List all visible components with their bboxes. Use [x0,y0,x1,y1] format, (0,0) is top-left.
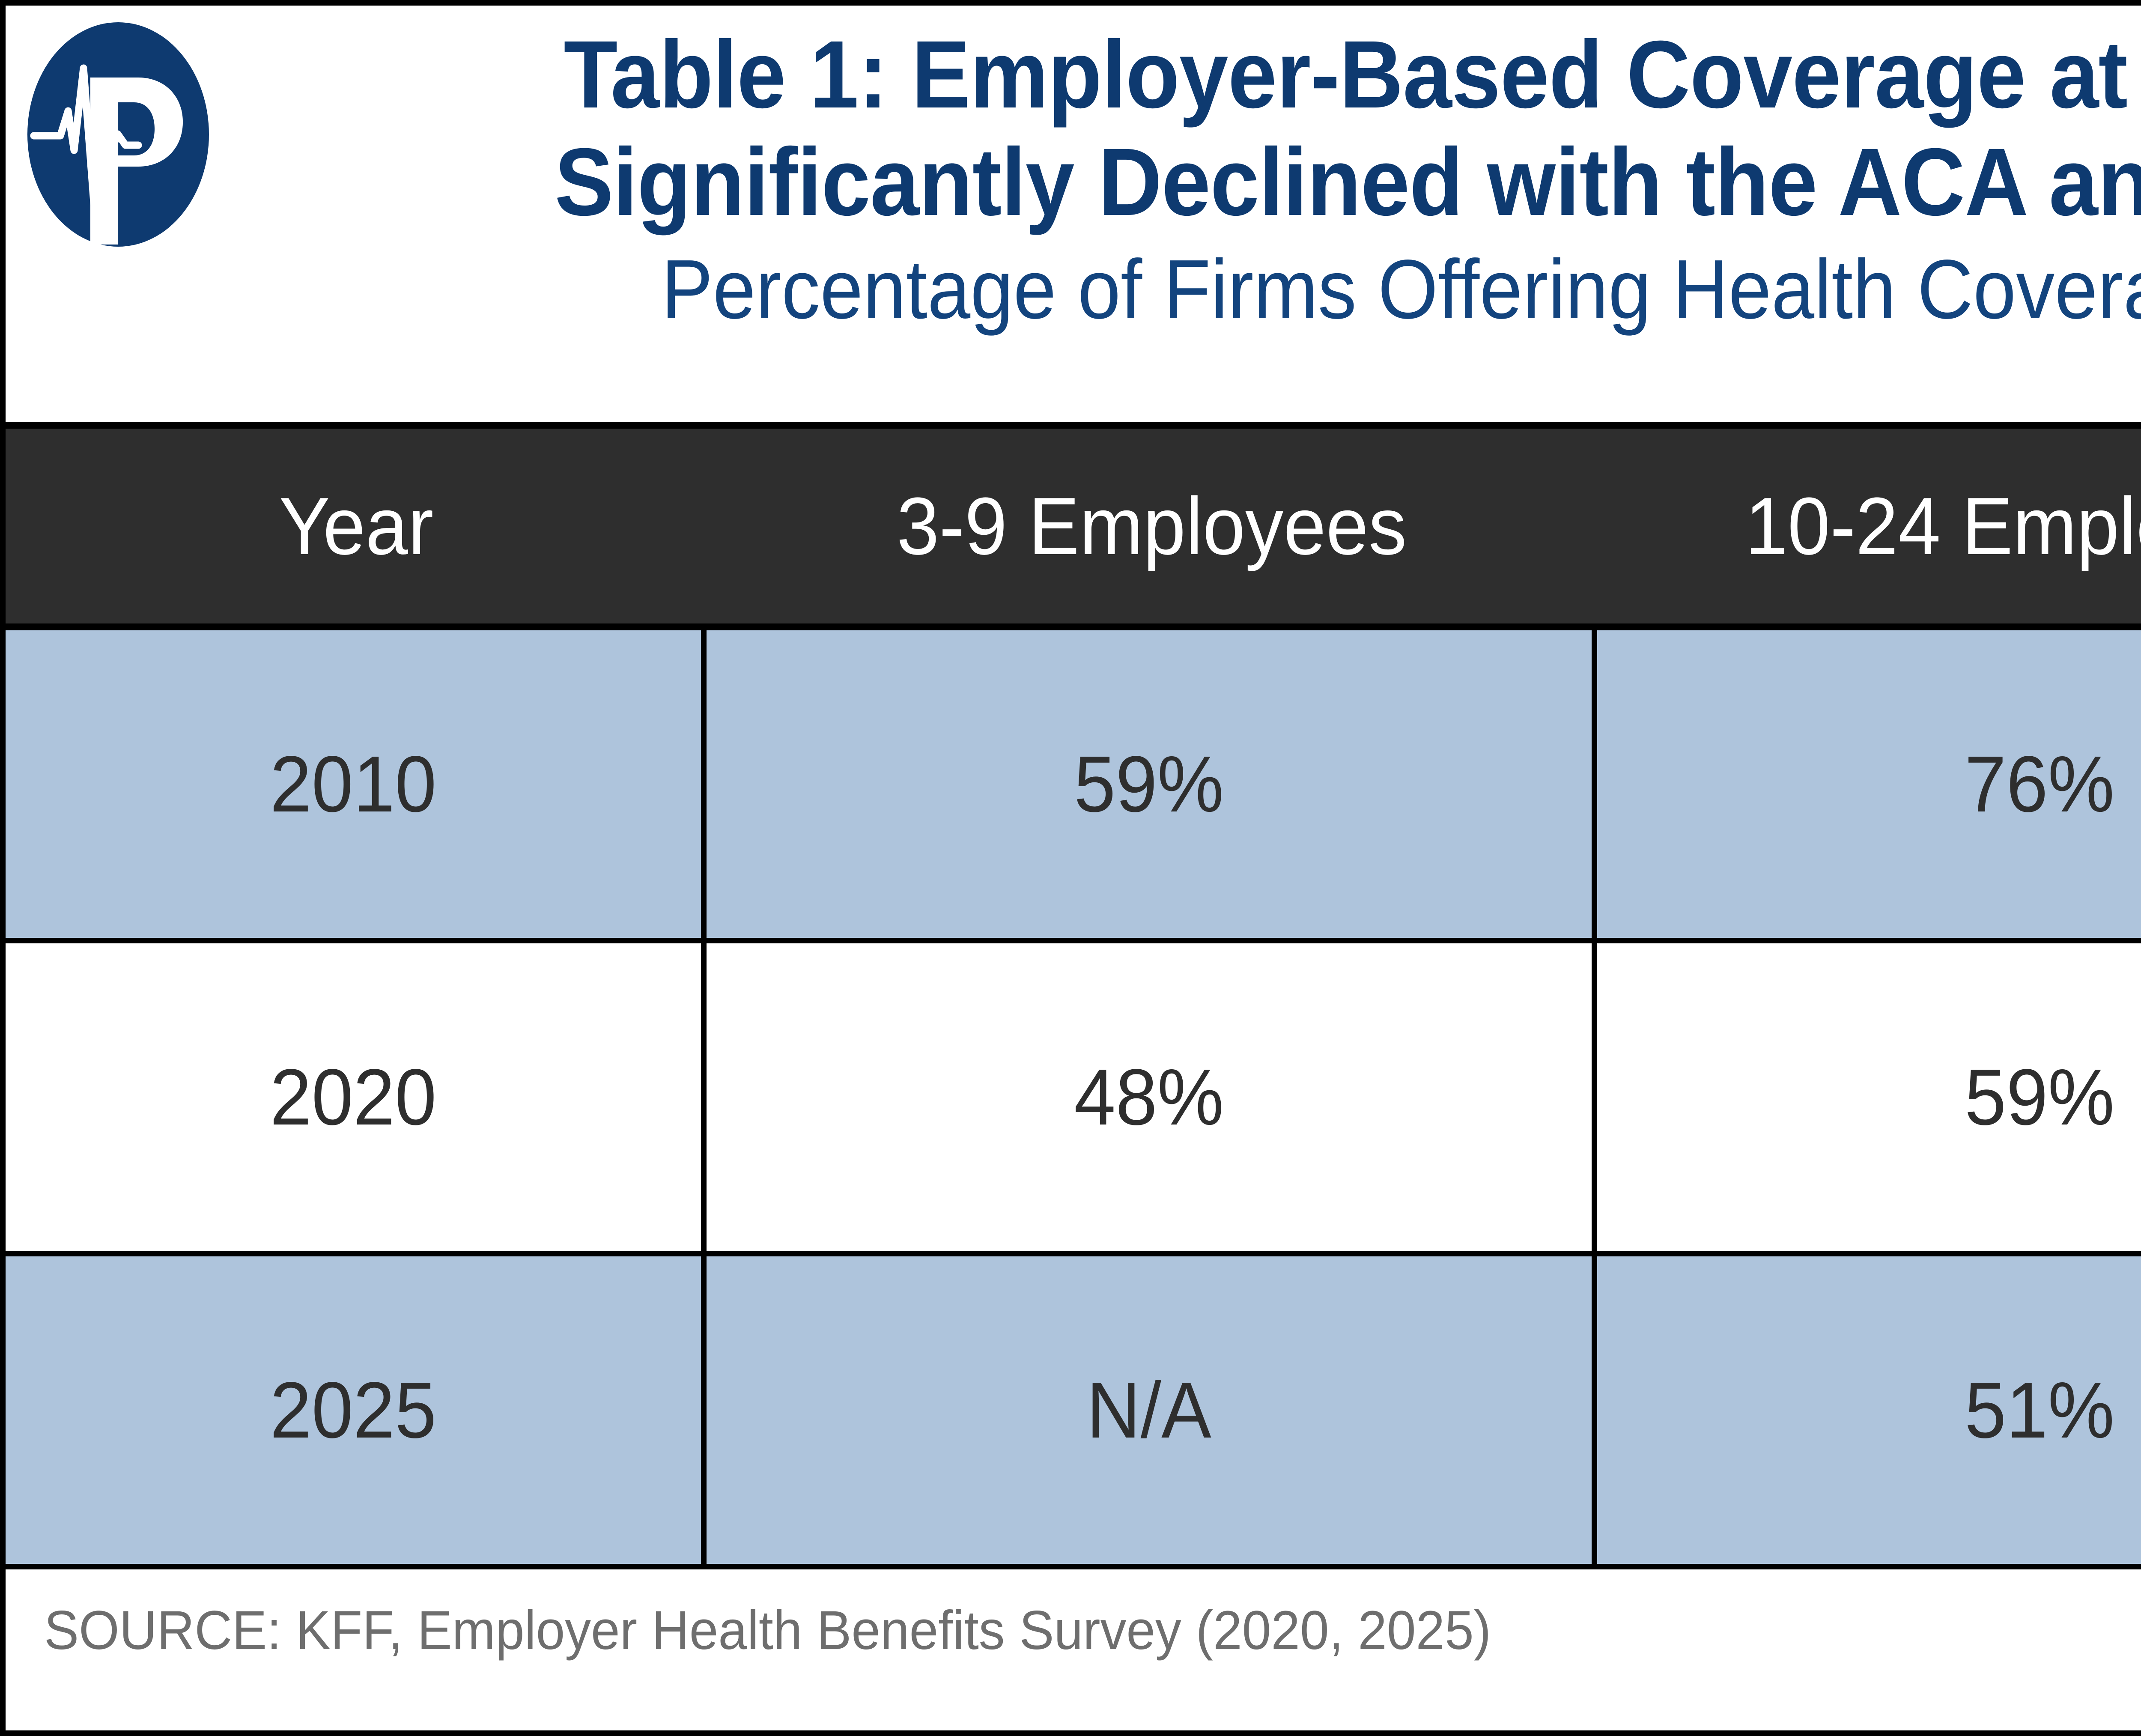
table-row: 2010 59% 76% 92% [6,630,2141,943]
column-header-year: Year [279,480,433,572]
table-header-row: Year 3-9 Employees 10-24 Employees 25-49… [6,429,2141,630]
cell-3-9-employees: 59% [707,630,1597,938]
table-row: 2025 N/A 51% 64% [6,1256,2141,1569]
source-note: SOURCE: KFF, Employer Health Benefits Su… [44,1600,1491,1661]
cell-3-9-employees: N/A [707,1256,1597,1564]
title-block: Table 1: Employer-Based Coverage at Smal… [6,6,2141,429]
page-title-line-2: Significantly Declined with the ACA and … [554,128,2141,236]
page-title-line-1: Table 1: Employer-Based Coverage at Smal… [564,21,2141,128]
cell-year: 2010 [6,630,707,938]
column-header-10-24-employees: 10-24 Employees [1745,480,2141,572]
cell-10-24-employees: 51% [1597,1256,2141,1564]
cell-10-24-employees: 59% [1597,943,2141,1251]
column-header-3-9-employees: 3-9 Employees [897,480,1407,572]
coverage-table: Year 3-9 Employees 10-24 Employees 25-49… [6,429,2141,1730]
table-row: 2020 48% 59% 70% [6,943,2141,1256]
cell-year: 2020 [6,943,707,1251]
cell-3-9-employees: 48% [707,943,1597,1251]
page-subtitle: Percentage of Firms Offering Health Cove… [661,242,2141,336]
cell-year: 2025 [6,1256,707,1564]
source-row: SOURCE: KFF, Employer Health Benefits Su… [6,1569,2141,1691]
cell-10-24-employees: 76% [1597,630,2141,938]
pulse-p-logo-icon [27,22,209,247]
